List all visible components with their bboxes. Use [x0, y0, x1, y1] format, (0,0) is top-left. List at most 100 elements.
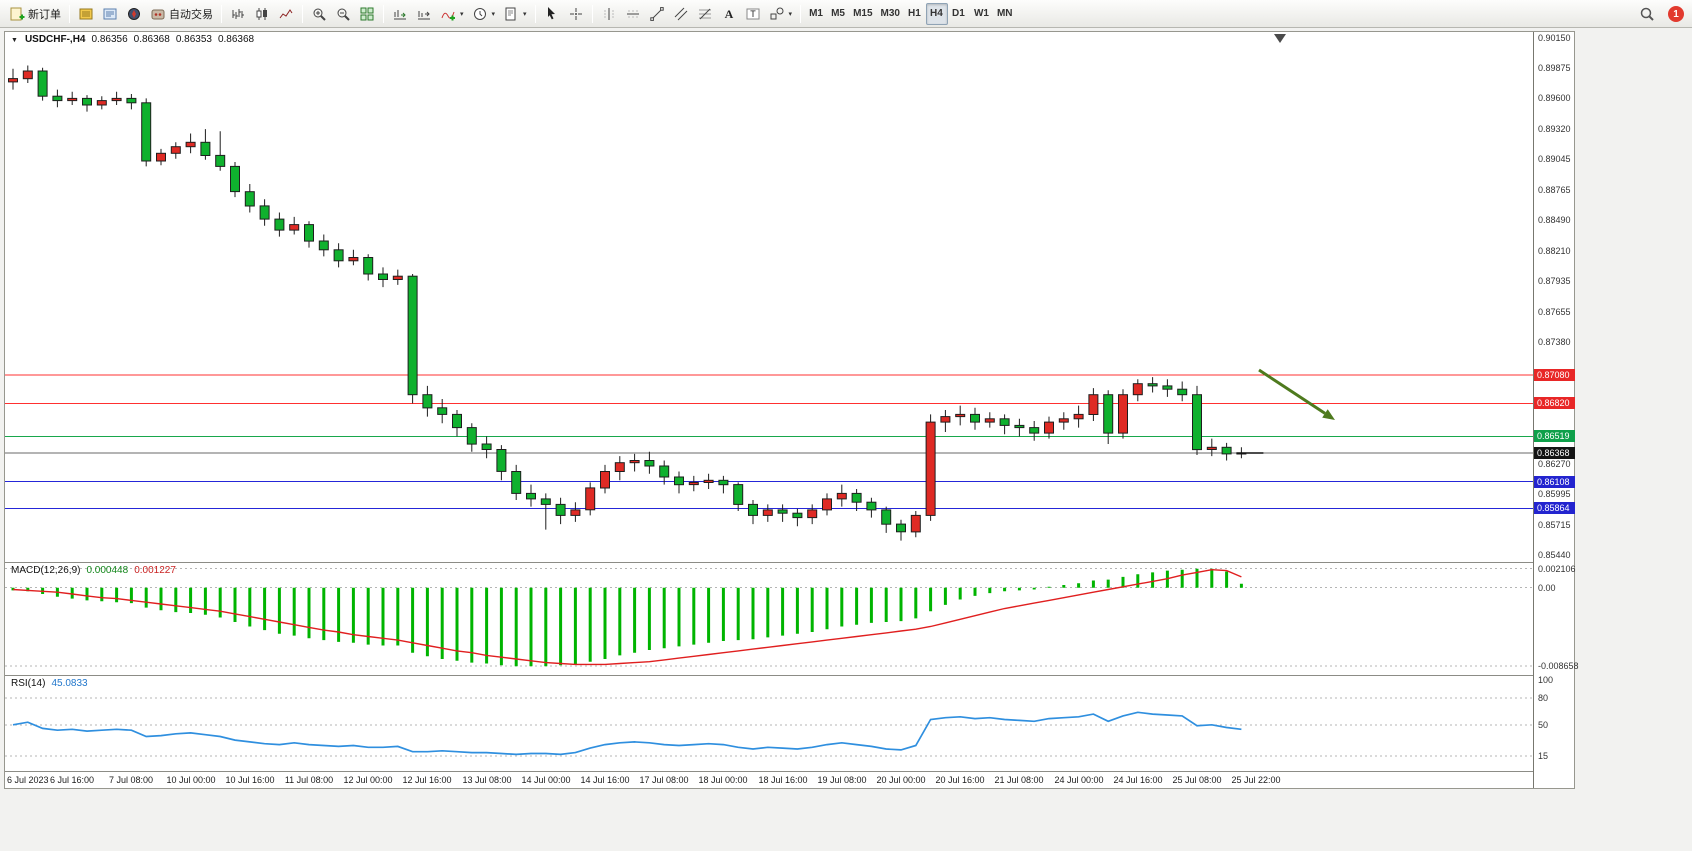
autotrading-icon [150, 6, 166, 22]
text-icon: A [721, 6, 737, 22]
trend-arrow-annotation [1258, 368, 1335, 420]
candle-chart-icon [254, 6, 270, 22]
templates-button[interactable]: ▾ [499, 3, 531, 25]
candle-chart-button[interactable] [250, 3, 274, 25]
periods-button[interactable]: ▾ [468, 3, 500, 25]
auto-scroll-button[interactable] [388, 3, 412, 25]
tf-m1-button[interactable]: M1 [805, 3, 827, 25]
tile-windows-button[interactable] [355, 3, 379, 25]
tf-m30-button[interactable]: M30 [877, 3, 904, 25]
search-button[interactable] [1635, 3, 1659, 25]
chart-shift-button[interactable] [412, 3, 436, 25]
time-axis-label: 12 Jul 16:00 [402, 775, 452, 785]
navigator-button[interactable] [122, 3, 146, 25]
trendline-icon [649, 6, 665, 22]
vline-button[interactable] [597, 3, 621, 25]
price-close: 0.86368 [217, 34, 255, 45]
time-axis-label: 7 Jul 08:00 [108, 775, 154, 785]
periods-icon [472, 6, 488, 22]
tf-h4-button[interactable]: H4 [925, 2, 948, 25]
tf-h1-button[interactable]: H1 [904, 3, 926, 25]
price-open: 0.86356 [91, 34, 128, 45]
tf-m15-button[interactable]: M15 [849, 3, 876, 25]
autotrading-button[interactable]: 自动交易 [146, 3, 217, 25]
macd-header: MACD(12,26,9) 0.000448 0.001227 [11, 565, 176, 576]
periods-button-dropdown-arrow[interactable]: ▾ [491, 10, 496, 18]
line-chart-button[interactable] [274, 3, 298, 25]
new-order-button-label: 新订单 [28, 8, 61, 21]
time-axis-label: 12 Jul 00:00 [343, 775, 393, 785]
main-chart[interactable] [5, 32, 1533, 562]
price-axis-label: 0.88490 [1538, 215, 1571, 225]
cursor-button[interactable] [540, 3, 564, 25]
tf-w1-button-label: W1 [973, 8, 989, 19]
navigator-icon [126, 6, 142, 22]
price-axis-label: 0.85440 [1538, 550, 1571, 560]
macd-main-value: 0.000448 [86, 565, 129, 576]
indicators-button-dropdown-arrow[interactable]: ▾ [460, 10, 464, 18]
pane-splitter[interactable] [5, 675, 1574, 676]
tf-h1-button-label: H1 [907, 8, 921, 19]
new-order-icon [9, 6, 25, 22]
bar-chart-button[interactable] [226, 3, 250, 25]
notification-badge[interactable]: 1 [1668, 6, 1684, 22]
tf-h4-button-label: H4 [929, 8, 943, 19]
price-tag: 0.87080 [1534, 369, 1575, 381]
chart-shift-marker-icon [1274, 34, 1286, 43]
hline-button[interactable] [621, 3, 645, 25]
price-scale[interactable]: 0.90150 0.89875 0.89600 0.89320 0.89045 0.887… [1533, 32, 1579, 788]
axis-separator [5, 771, 1574, 772]
zoom-in-button[interactable] [307, 3, 331, 25]
tf-m5-button[interactable]: M5 [827, 3, 849, 25]
tf-mn-button[interactable]: MN [993, 3, 1017, 25]
rsi-scale-label: 100 [1538, 675, 1554, 685]
macd-pane[interactable] [5, 563, 1533, 675]
price-tag: 0.86108 [1534, 476, 1575, 488]
time-axis-label: 10 Jul 16:00 [225, 775, 275, 785]
text-button[interactable]: A [717, 3, 741, 25]
price-tag: 0.86368 [1534, 447, 1575, 459]
market-watch-button[interactable] [74, 3, 98, 25]
chart-window: ▼ USDCHF-,H4 0.86356 0.86368 0.86353 0.8… [4, 31, 1579, 789]
price-axis-label: 0.90150 [1538, 33, 1571, 43]
toolbar-separator [383, 4, 384, 23]
price-axis-label: 0.88765 [1538, 185, 1571, 195]
time-axis-label: 10 Jul 00:00 [166, 775, 216, 785]
tf-w1-button[interactable]: W1 [970, 3, 993, 25]
price-axis-label: 0.87380 [1538, 337, 1571, 347]
time-axis[interactable]: 6 Jul 2023 6 Jul 16:00 7 Jul 08:00 10 Jul 0… [5, 772, 1533, 788]
new-order-button[interactable]: 新订单 [5, 3, 65, 25]
crosshair-button[interactable] [564, 3, 588, 25]
tf-m30-button-label: M30 [880, 8, 900, 19]
price-axis-label: 0.89600 [1538, 93, 1571, 103]
fibonacci-icon [697, 6, 713, 22]
market-watch-icon [78, 6, 94, 22]
tf-m1-button-label: M1 [809, 8, 823, 19]
rsi-line [12, 711, 1242, 756]
pane-splitter[interactable] [5, 562, 1574, 563]
macd-scale-label: 0.002106 [1538, 564, 1576, 574]
tile-windows-icon [359, 6, 375, 22]
search-icon [1639, 6, 1655, 22]
shapes-button[interactable]: ▾ [765, 3, 797, 25]
macd-scale-label: 0.00 [1538, 583, 1556, 593]
time-axis-label: 18 Jul 00:00 [698, 775, 748, 785]
rsi-pane[interactable] [5, 676, 1533, 771]
candles-layer [8, 65, 1247, 541]
channel-button[interactable] [669, 3, 693, 25]
toolbar-separator [591, 4, 593, 23]
data-window-button[interactable] [98, 3, 122, 25]
templates-button-dropdown-arrow[interactable]: ▾ [523, 10, 527, 18]
shapes-button-dropdown-arrow[interactable]: ▾ [788, 10, 793, 18]
fibonacci-button[interactable] [693, 3, 717, 25]
rsi-value: 45.0833 [51, 678, 88, 689]
trendline-button[interactable] [645, 3, 669, 25]
time-axis-label: 14 Jul 16:00 [580, 775, 630, 785]
indicators-button[interactable]: ▾ [436, 3, 468, 25]
tf-d1-button[interactable]: D1 [948, 3, 970, 25]
price-axis-label: 0.86270 [1538, 459, 1571, 469]
chevron-down-icon[interactable]: ▼ [11, 37, 18, 44]
time-axis-label: 18 Jul 16:00 [758, 775, 808, 785]
label-button[interactable]: T [741, 3, 765, 25]
zoom-out-button[interactable] [331, 3, 355, 25]
